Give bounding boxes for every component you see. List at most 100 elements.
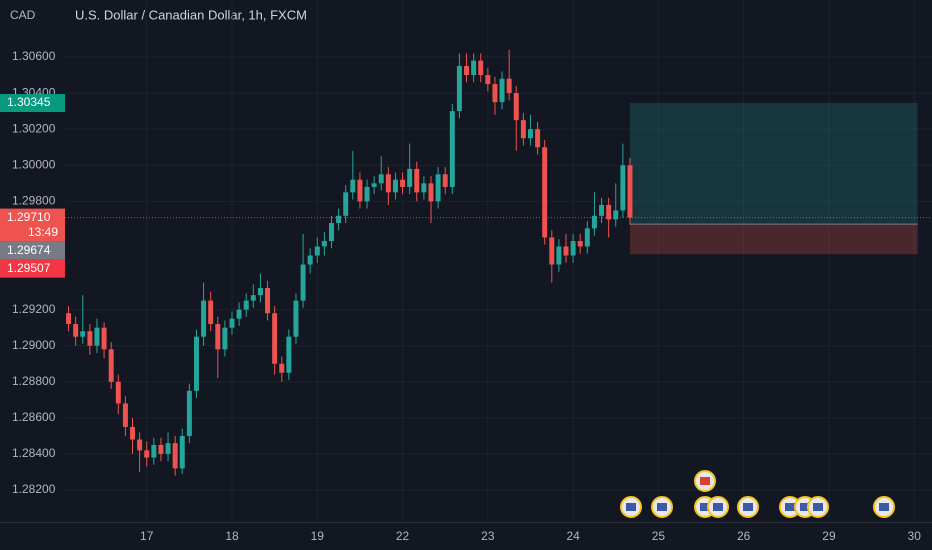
candle-body bbox=[314, 246, 320, 256]
event-icon-flag bbox=[700, 503, 710, 511]
candle-body bbox=[456, 66, 462, 112]
candle-body bbox=[371, 183, 377, 187]
x-tick-label: 24 bbox=[566, 529, 580, 543]
candle-body bbox=[478, 60, 484, 76]
candle-body bbox=[151, 444, 157, 458]
candle-body bbox=[549, 237, 555, 265]
candle-body bbox=[350, 179, 356, 193]
target-label-bg bbox=[0, 94, 65, 113]
candle-body bbox=[122, 403, 128, 427]
candle-body bbox=[80, 331, 86, 337]
candle-body bbox=[101, 327, 107, 350]
event-icon-flag bbox=[713, 503, 723, 511]
candle-body bbox=[613, 210, 619, 220]
target-label: 1.30345 bbox=[7, 95, 51, 109]
y-tick-label: 1.28600 bbox=[12, 410, 56, 424]
currency-label: CAD bbox=[10, 8, 36, 22]
candle-body bbox=[606, 204, 612, 220]
candle-body bbox=[201, 300, 207, 337]
candle-body bbox=[464, 66, 470, 76]
candle-body bbox=[563, 246, 569, 256]
candle-body bbox=[492, 84, 498, 103]
candle-body bbox=[130, 426, 135, 440]
countdown: 13:49 bbox=[28, 225, 58, 239]
candle-body bbox=[599, 204, 605, 216]
candle-body bbox=[87, 331, 93, 346]
candle-body bbox=[321, 241, 327, 247]
event-icon-flag bbox=[800, 503, 810, 511]
candle-body bbox=[435, 174, 441, 202]
candle-body bbox=[620, 165, 626, 211]
event-icon-flag bbox=[785, 503, 795, 511]
event-icon-flag bbox=[813, 503, 823, 511]
candle-body bbox=[449, 111, 455, 187]
candle-body bbox=[357, 179, 363, 202]
profit-zone bbox=[629, 103, 918, 225]
x-tick-label: 30 bbox=[908, 529, 922, 543]
candle-body bbox=[265, 287, 271, 314]
candle-body bbox=[229, 318, 235, 328]
x-tick-label: 23 bbox=[481, 529, 495, 543]
candle-body bbox=[236, 309, 242, 319]
candle-body bbox=[329, 223, 334, 242]
candle-body bbox=[542, 147, 548, 238]
candle-body bbox=[471, 60, 477, 76]
candle-body bbox=[378, 174, 384, 184]
y-tick-label: 1.29200 bbox=[12, 302, 56, 316]
y-tick-label: 1.28800 bbox=[12, 374, 56, 388]
current-price-label: 1.29710 bbox=[7, 210, 51, 224]
y-tick-label: 1.30600 bbox=[12, 49, 56, 63]
candle-body bbox=[400, 179, 406, 187]
y-tick-label: 1.29800 bbox=[12, 194, 56, 208]
candle-body bbox=[193, 336, 199, 391]
candle-body bbox=[137, 439, 143, 451]
candle-body bbox=[570, 241, 576, 256]
event-icon-flag bbox=[879, 503, 889, 511]
candle-body bbox=[165, 443, 171, 454]
candle-body bbox=[243, 300, 249, 310]
x-tick-label: 18 bbox=[225, 529, 239, 543]
x-tick-label: 26 bbox=[737, 529, 751, 543]
candle-body bbox=[215, 324, 221, 350]
candle-body bbox=[584, 228, 590, 247]
candle-body bbox=[186, 390, 192, 436]
candle-body bbox=[577, 241, 583, 247]
entry-label-bg bbox=[0, 241, 65, 260]
candle-body bbox=[172, 443, 178, 469]
candle-body bbox=[421, 183, 427, 193]
candle-body bbox=[115, 381, 121, 404]
x-tick-label: 22 bbox=[396, 529, 410, 543]
candle-body bbox=[414, 168, 420, 193]
candle-body bbox=[66, 313, 72, 325]
candle-body bbox=[208, 300, 214, 325]
loss-zone bbox=[629, 224, 918, 255]
y-tick-label: 1.30000 bbox=[12, 157, 56, 171]
candle-body bbox=[428, 183, 434, 202]
candle-body bbox=[520, 120, 526, 139]
entry-label: 1.29674 bbox=[7, 243, 51, 257]
candle-body bbox=[250, 295, 256, 301]
candle-body bbox=[407, 168, 413, 187]
candle-body bbox=[506, 78, 512, 94]
candle-body bbox=[513, 93, 519, 121]
candle-body bbox=[307, 255, 313, 265]
event-icon-flag bbox=[700, 477, 710, 485]
x-tick-label: 25 bbox=[652, 529, 666, 543]
candle-body bbox=[442, 174, 448, 187]
candle-body bbox=[499, 78, 505, 103]
candle-body bbox=[535, 129, 541, 148]
candle-body bbox=[293, 300, 299, 337]
candle-body bbox=[222, 327, 228, 350]
candle-body bbox=[257, 287, 263, 296]
y-tick-label: 1.28400 bbox=[12, 446, 56, 460]
x-tick-label: 19 bbox=[311, 529, 325, 543]
event-icon-flag bbox=[626, 503, 636, 511]
candle-body bbox=[94, 327, 100, 346]
candle-body bbox=[485, 75, 491, 85]
candle-body bbox=[73, 324, 79, 337]
y-tick-label: 1.29000 bbox=[12, 338, 56, 352]
candle-body bbox=[279, 363, 285, 373]
candle-body bbox=[364, 186, 370, 202]
